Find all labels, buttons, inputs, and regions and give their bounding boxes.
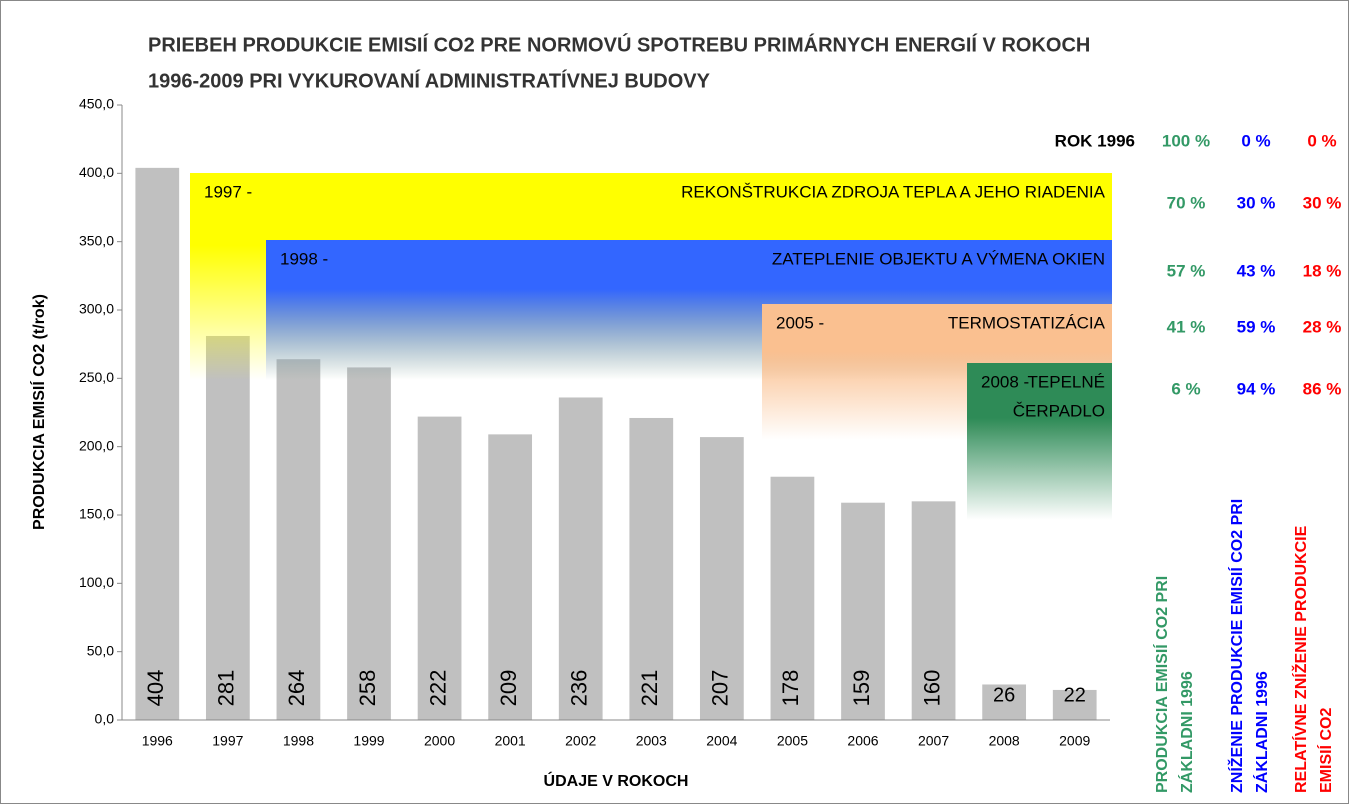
- x-tick-label: 2002: [565, 733, 596, 749]
- value-label: 178: [778, 670, 803, 707]
- x-tick-label: 2005: [777, 733, 808, 749]
- table-cell: 100 %: [1162, 131, 1210, 150]
- x-tick-label: 2009: [1059, 733, 1090, 749]
- bar: [770, 476, 815, 720]
- table-column-header: RELATÍVNE ZNÍŽENIE PRODUKCIE: [1291, 525, 1310, 793]
- table-column-header: ZNÍŽENIE PRODUKCIE EMISIÍ CO2 PRI: [1227, 499, 1246, 793]
- value-label: 209: [496, 670, 521, 707]
- value-label: 159: [849, 670, 874, 707]
- bar: [488, 434, 533, 720]
- value-label: 26: [993, 684, 1015, 706]
- table-cell: 6 %: [1171, 379, 1200, 398]
- x-tick-label: 2008: [989, 733, 1020, 749]
- bar: [629, 417, 674, 720]
- x-tick-label: 1999: [353, 733, 384, 749]
- y-tick-label: 100,0: [79, 574, 114, 590]
- table-cell: 41 %: [1167, 317, 1206, 336]
- value-label: 236: [567, 670, 592, 707]
- table-cell: 86 %: [1303, 379, 1342, 398]
- annotation-text: REKONŠTRUKCIA ZDROJA TEPLA A JEHO RIADEN…: [681, 182, 1106, 201]
- table-cell: 43 %: [1237, 261, 1276, 280]
- table-cell: 59 %: [1237, 317, 1276, 336]
- table-cell: 18 %: [1303, 261, 1342, 280]
- value-label: 264: [284, 670, 309, 707]
- annotation-text: ČERPADLO: [1013, 401, 1105, 420]
- bar: [347, 367, 391, 720]
- x-tick-label: 2001: [495, 733, 526, 749]
- y-tick-label: 150,0: [79, 506, 114, 522]
- value-label: 207: [708, 670, 733, 707]
- table-row-header: ROK 1996: [1055, 131, 1135, 150]
- table-column-header: ZÁKLADNI 1996: [1252, 671, 1271, 793]
- table-cell: 70 %: [1167, 193, 1206, 212]
- annotation-start: 1998 -: [280, 249, 328, 268]
- annotation-band: [967, 363, 1112, 520]
- table-column-header: PRODUKCIA EMISIÍ CO2 PRI: [1152, 576, 1171, 793]
- bar: [558, 397, 603, 720]
- y-tick-label: 350,0: [79, 232, 114, 248]
- annotation-start: 2008 -: [981, 372, 1029, 391]
- table-cell: 57 %: [1167, 261, 1206, 280]
- value-label: 258: [355, 670, 380, 707]
- bar: [205, 335, 250, 720]
- y-tick-label: 200,0: [79, 437, 114, 453]
- y-tick-label: 400,0: [79, 164, 114, 180]
- y-tick-label: 50,0: [87, 642, 114, 658]
- x-tick-label: 2004: [706, 733, 737, 749]
- x-tick-label: 2000: [424, 733, 455, 749]
- bar: [982, 684, 1027, 720]
- bar: [417, 416, 462, 720]
- value-label: 221: [637, 670, 662, 707]
- y-tick-label: 300,0: [79, 301, 114, 317]
- table-column-header: EMISIÍ CO2: [1316, 708, 1335, 793]
- y-tick-label: 250,0: [79, 369, 114, 385]
- bar: [276, 359, 321, 720]
- table-cell: 0 %: [1241, 131, 1270, 150]
- table-cell: 28 %: [1303, 317, 1342, 336]
- y-axis-title: PRODUKCIA EMISIÍ CO2 (t/rok): [29, 294, 48, 530]
- x-tick-label: 2003: [636, 733, 667, 749]
- chart-title: PRIEBEH PRODUKCIE EMISIÍ CO2 PRE NORMOVÚ…: [148, 32, 1090, 56]
- bar: [135, 167, 180, 720]
- bar: [699, 437, 744, 720]
- table-column-header: ZÁKLADNI 1996: [1177, 671, 1196, 793]
- bar: [911, 501, 956, 720]
- table-cell: 0 %: [1307, 131, 1336, 150]
- x-tick-label: 2007: [918, 733, 949, 749]
- bar: [841, 502, 885, 720]
- x-axis-title: ÚDAJE V ROKOCH: [544, 771, 689, 790]
- table-cell: 30 %: [1237, 193, 1276, 212]
- value-label: 404: [143, 670, 168, 707]
- y-tick-label: 450,0: [79, 96, 114, 112]
- value-label: 281: [214, 670, 239, 707]
- value-label: 22: [1064, 684, 1086, 706]
- x-tick-label: 1996: [142, 733, 173, 749]
- y-tick-label: 0,0: [95, 711, 115, 727]
- x-tick-label: 1998: [283, 733, 314, 749]
- bar: [1052, 689, 1097, 720]
- table-cell: 94 %: [1237, 379, 1276, 398]
- annotation-text: ZATEPLENIE OBJEKTU A VÝMENA OKIEN: [772, 249, 1105, 268]
- annotation-start: 1997 -: [204, 182, 252, 201]
- annotation-text: TERMOSTATIZÁCIA: [948, 313, 1106, 332]
- annotation-text: TEPELNÉ: [1028, 372, 1105, 391]
- value-label: 222: [425, 670, 450, 707]
- table-cell: 30 %: [1303, 193, 1342, 212]
- annotation-start: 2005 -: [776, 313, 824, 332]
- x-tick-label: 1997: [212, 733, 243, 749]
- x-tick-label: 2006: [847, 733, 878, 749]
- chart-title: 1996-2009 PRI VYKUROVANÍ ADMINISTRATÍVNE…: [148, 69, 711, 92]
- value-label: 160: [919, 670, 944, 707]
